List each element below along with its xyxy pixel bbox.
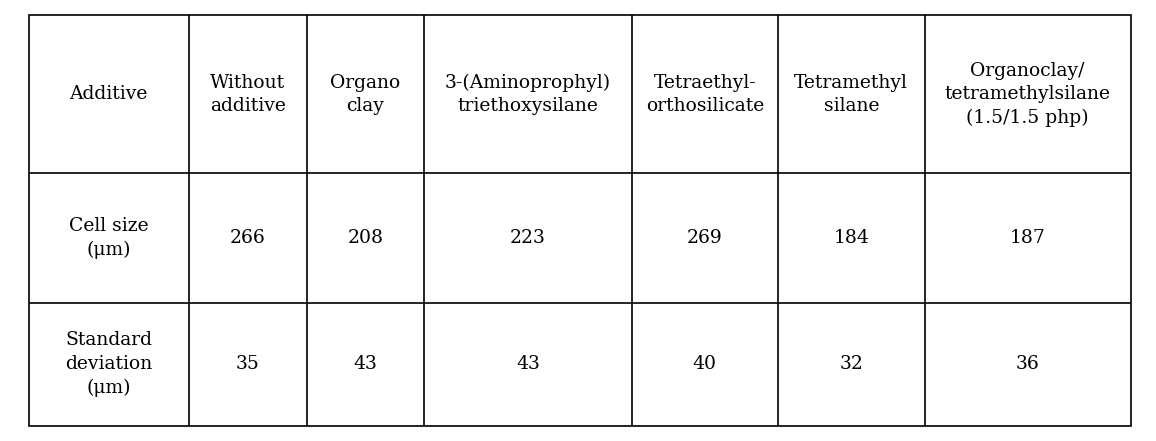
Text: 32: 32 <box>839 355 864 373</box>
Text: Tetramethyl
silane: Tetramethyl silane <box>794 74 909 115</box>
Text: 35: 35 <box>236 355 259 373</box>
Text: 40: 40 <box>692 355 717 373</box>
Text: 266: 266 <box>230 229 266 247</box>
Text: Standard
deviation
(μm): Standard deviation (μm) <box>65 331 153 397</box>
Text: Additive: Additive <box>69 86 148 103</box>
Text: Without
additive: Without additive <box>209 74 286 115</box>
Text: 184: 184 <box>833 229 869 247</box>
Text: Cell size
(μm): Cell size (μm) <box>69 217 149 259</box>
Text: 3-(Aminoprophyl)
triethoxysilane: 3-(Aminoprophyl) triethoxysilane <box>445 74 612 115</box>
Text: Tetraethyl-
orthosilicate: Tetraethyl- orthosilicate <box>646 74 764 115</box>
Text: Organo
clay: Organo clay <box>331 74 401 115</box>
Text: 208: 208 <box>348 229 384 247</box>
Text: 36: 36 <box>1016 355 1039 373</box>
Text: 269: 269 <box>687 229 722 247</box>
Text: 223: 223 <box>510 229 546 247</box>
Text: 43: 43 <box>516 355 540 373</box>
Text: 43: 43 <box>354 355 377 373</box>
Text: Organoclay/
tetramethylsilane
(1.5/1.5 php): Organoclay/ tetramethylsilane (1.5/1.5 p… <box>944 62 1111 127</box>
Text: 187: 187 <box>1009 229 1045 247</box>
